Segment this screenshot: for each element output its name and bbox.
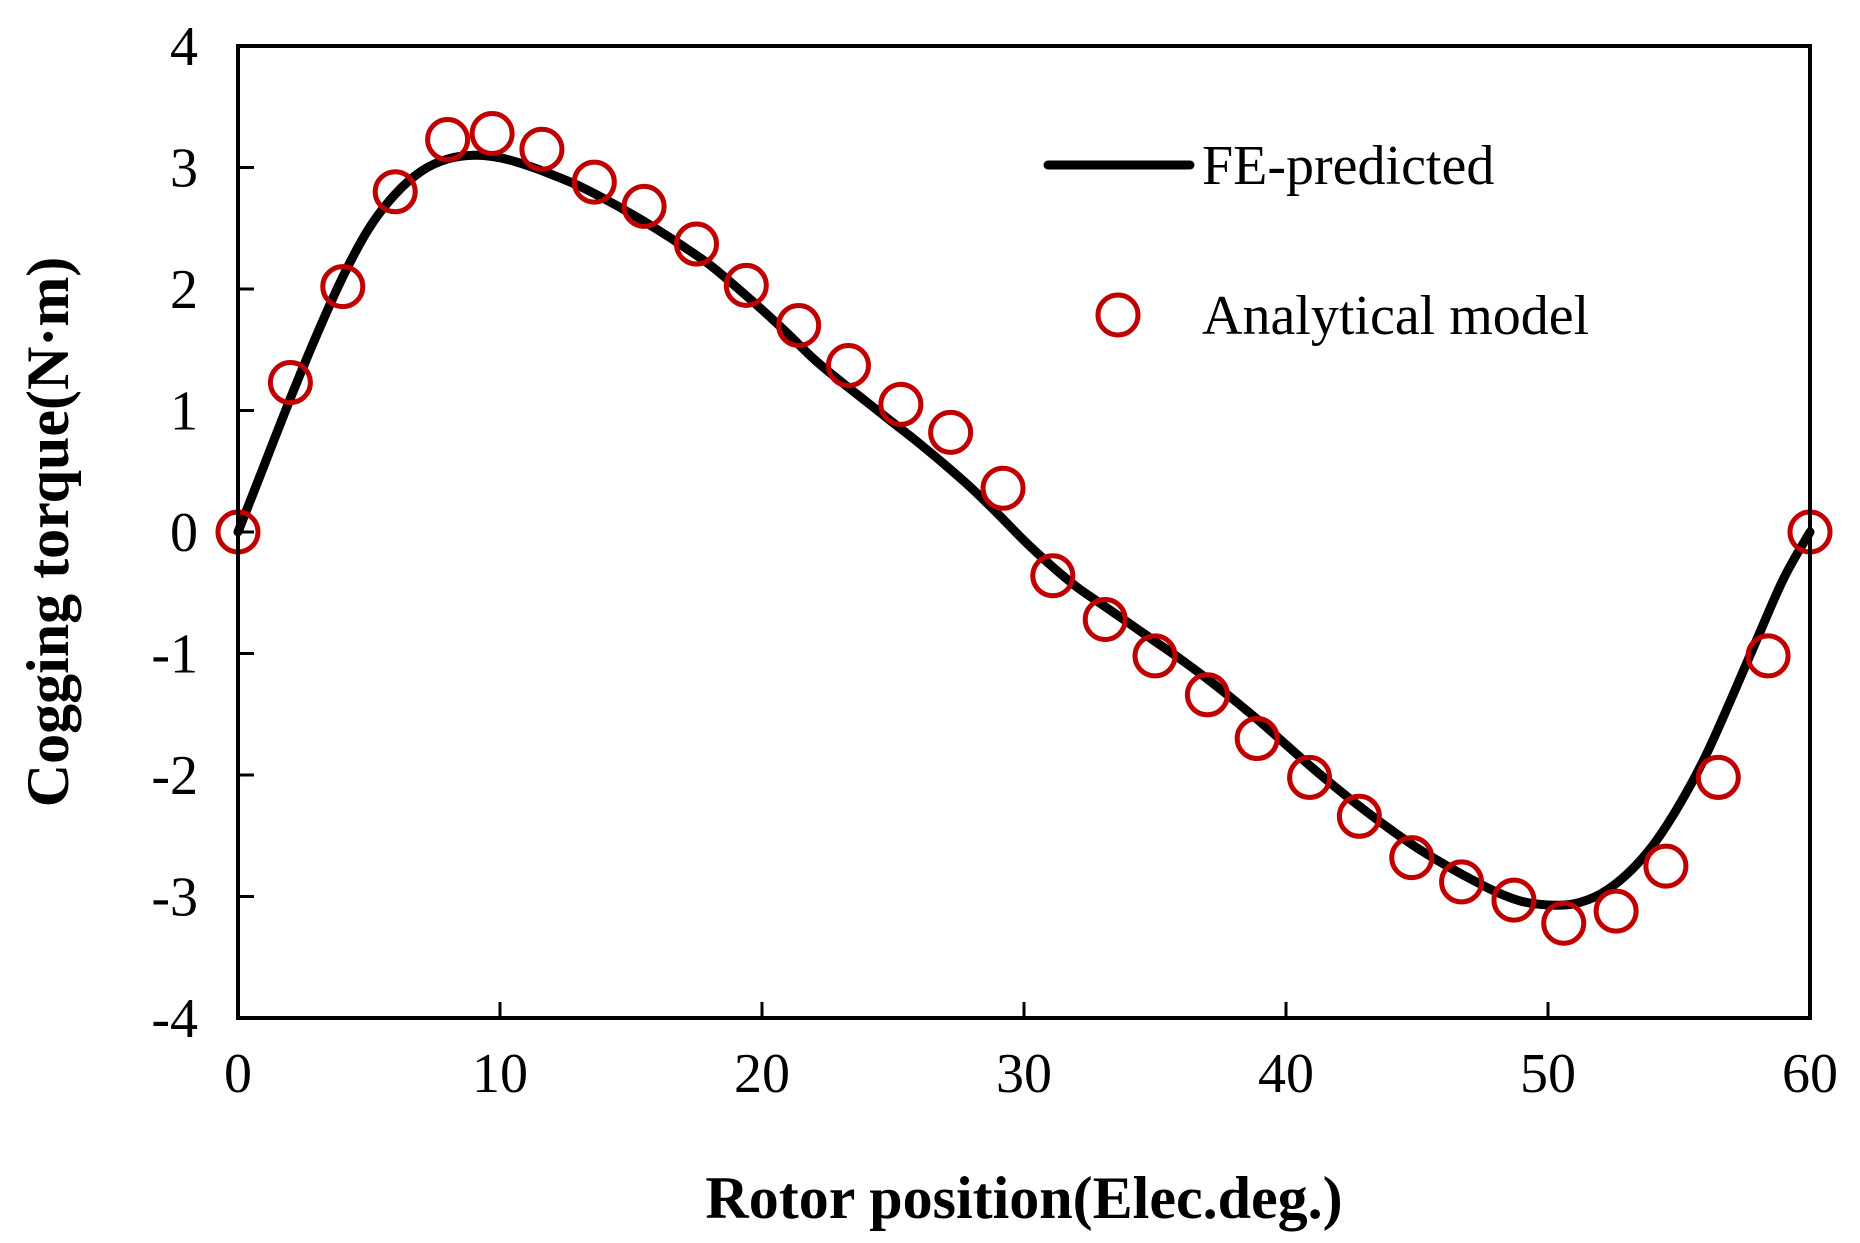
x-axis-title: Rotor position(Elec.deg.)	[705, 1165, 1342, 1231]
y-tick-label: 0	[170, 502, 198, 564]
legend-fe-predicted-label: FE-predicted	[1202, 135, 1494, 197]
x-tick-label: 60	[1782, 1043, 1838, 1105]
y-tick-label: -1	[151, 624, 198, 686]
y-tick-label: -4	[151, 988, 198, 1050]
cogging-torque-chart: 0 10 20 30 40 50 6043210-1-2-3-4 FE-predictedA…	[0, 0, 1860, 1243]
y-tick-label: 1	[170, 381, 198, 443]
x-tick-label: 20	[734, 1043, 790, 1105]
chart-background	[0, 0, 1860, 1243]
y-axis-title: Cogging torque(N·m)	[15, 257, 81, 808]
y-tick-label: 3	[170, 138, 198, 200]
y-tick-label: -2	[151, 745, 198, 807]
x-tick-label: 30	[996, 1043, 1052, 1105]
legend-analytical-label: Analytical model	[1202, 285, 1589, 347]
x-tick-label: 50	[1520, 1043, 1576, 1105]
x-tick-label: 40	[1258, 1043, 1314, 1105]
y-tick-label: -3	[151, 867, 198, 929]
x-tick-label: 0	[224, 1043, 252, 1105]
y-tick-label: 4	[170, 16, 198, 78]
x-tick-label: 10	[472, 1043, 528, 1105]
y-tick-label: 2	[170, 259, 198, 321]
